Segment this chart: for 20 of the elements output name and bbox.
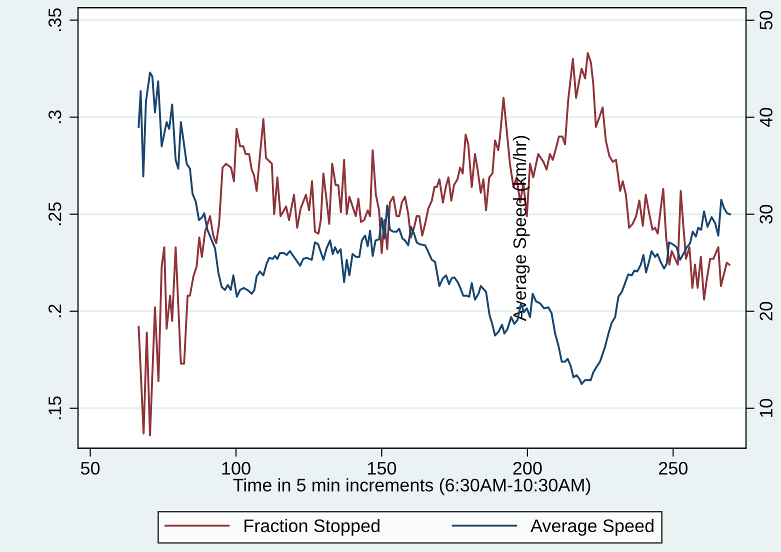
line-series bbox=[138, 72, 731, 385]
x-tick-label: 250 bbox=[659, 462, 688, 475]
y-tick-label: .3 bbox=[48, 110, 62, 124]
x-tick-label: 100 bbox=[222, 462, 250, 475]
y2-tick-label: 10 bbox=[760, 398, 772, 417]
y2-tick-label: 30 bbox=[760, 204, 772, 224]
x-tick-label: 200 bbox=[513, 462, 542, 475]
y-tick-label: .35 bbox=[48, 8, 62, 32]
y2-tick-label: 20 bbox=[760, 302, 772, 320]
legend-label: Fraction Stopped bbox=[244, 518, 380, 536]
y-tick-label: .15 bbox=[48, 396, 62, 420]
y-tick-label: .2 bbox=[48, 304, 62, 318]
line-series bbox=[138, 52, 730, 436]
y2-tick-label: 40 bbox=[760, 108, 772, 127]
x-tick-label: 150 bbox=[368, 462, 396, 475]
x-tick-label: 50 bbox=[80, 462, 100, 475]
x-axis-title: Time in 5 min increments (6:30AM-10:30AM) bbox=[233, 478, 590, 496]
legend-label: Average Speed bbox=[530, 518, 654, 536]
y-tick-label: .25 bbox=[48, 202, 62, 226]
y2-tick-label: 50 bbox=[760, 10, 772, 30]
